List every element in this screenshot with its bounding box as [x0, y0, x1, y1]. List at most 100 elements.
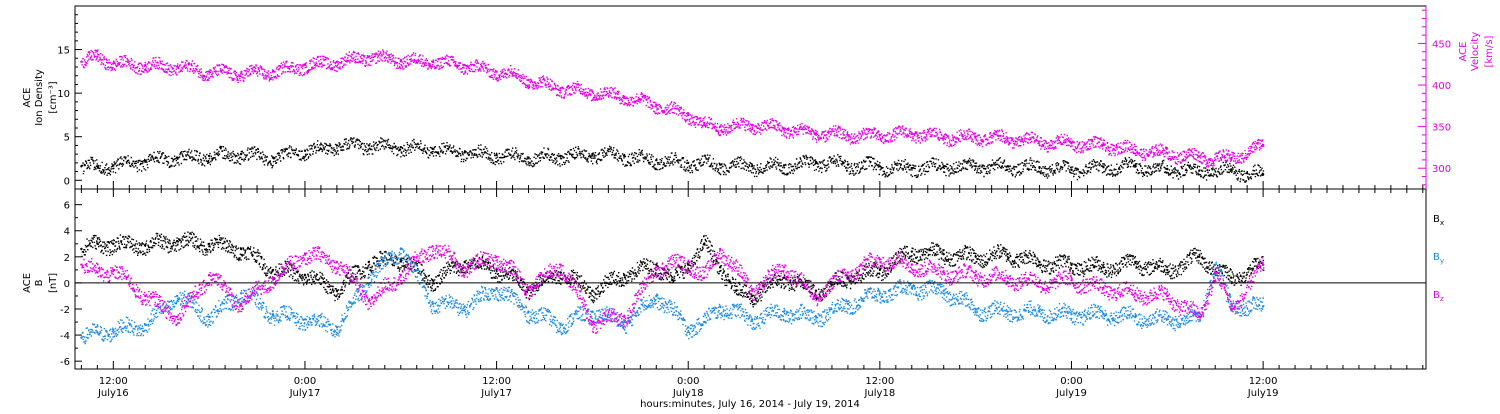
by-point — [1214, 263, 1217, 266]
by-point — [431, 302, 434, 305]
ion-density-point — [878, 165, 882, 168]
bz-point — [1261, 263, 1265, 266]
bz-point — [910, 263, 913, 266]
velocity-point — [591, 90, 594, 93]
density-label-line3: [cm⁻³] — [48, 81, 59, 113]
bz-point — [703, 276, 706, 279]
bx-point — [1230, 276, 1233, 279]
bx-point — [719, 266, 722, 269]
velocity-point — [655, 103, 658, 107]
ion-density-point — [750, 165, 754, 168]
by-point — [750, 318, 754, 321]
bx-point — [1038, 260, 1041, 264]
bx-point — [1006, 253, 1009, 256]
bx-point — [1102, 266, 1105, 269]
velocity-point — [431, 60, 434, 63]
bz-point — [176, 315, 179, 318]
axis-ticks-layer — [75, 6, 1427, 369]
x-tick-time-label: 0:00 — [294, 376, 316, 387]
velocity-point — [399, 58, 402, 62]
b-label-line2-text: B — [34, 279, 45, 286]
bz-point — [207, 273, 211, 277]
data-points-layer — [80, 49, 1265, 345]
by-point — [1070, 313, 1073, 316]
velocity-tick-label: 350 — [1432, 123, 1451, 134]
ion-density-point — [1261, 173, 1265, 176]
ion-density-point — [910, 166, 913, 170]
ion-density-point — [80, 165, 83, 168]
ion-density-point — [431, 147, 434, 151]
legend-bz-letter: B — [1433, 290, 1440, 301]
bz-point — [335, 260, 339, 264]
bz-points — [80, 245, 1265, 324]
bz-point — [591, 320, 594, 324]
density-tick-label: 15 — [57, 46, 70, 57]
ion-density-point — [527, 156, 530, 159]
by-point — [974, 307, 977, 311]
density-tick-label: 10 — [57, 89, 70, 100]
by-point — [303, 318, 307, 321]
by-point — [239, 292, 243, 295]
velocity-label-line1: ACE — [1458, 42, 1469, 62]
bx-point — [703, 242, 706, 245]
velocity-point — [814, 132, 818, 135]
x-tick-time-label: 12:00 — [99, 376, 128, 387]
by-point — [782, 310, 786, 313]
ion-density-point — [335, 144, 339, 147]
ion-density-point — [495, 153, 498, 157]
ion-density-point — [1102, 166, 1105, 169]
bz-point — [96, 271, 99, 274]
bz-point — [80, 263, 83, 266]
velocity-point — [846, 133, 850, 137]
by-point — [703, 320, 706, 324]
bz-point — [1134, 292, 1137, 295]
bz-dots — [81, 244, 1265, 334]
bx-point — [239, 247, 243, 251]
bx-point — [559, 271, 562, 274]
bz-point — [1006, 276, 1009, 279]
ion-density-point — [1038, 166, 1041, 169]
bx-point — [144, 243, 147, 247]
velocity-point — [303, 63, 307, 67]
velocity-point — [271, 70, 275, 73]
ion-density-point — [559, 154, 562, 158]
by-point — [335, 326, 339, 329]
ion-density-points — [80, 144, 1265, 176]
ion-density-point — [176, 156, 179, 159]
velocity-dots — [81, 49, 1265, 168]
bz-point — [559, 263, 562, 266]
velocity-point — [942, 135, 945, 138]
velocity-label-line2: Velocity — [1470, 32, 1481, 71]
ion-density-point — [239, 152, 243, 156]
ion-density-dots — [81, 137, 1265, 183]
ion-density-point — [207, 154, 211, 158]
by-point — [1230, 305, 1233, 308]
x-tick-date-label: July17 — [289, 388, 321, 399]
bx-point — [399, 258, 402, 261]
bz-point — [974, 273, 977, 277]
ion-density-point — [1134, 164, 1137, 167]
bz-point — [719, 247, 722, 251]
b-label-line1-text: ACE — [22, 273, 33, 293]
velocity-point — [974, 135, 977, 138]
bx-point — [623, 273, 626, 277]
bx-point — [782, 276, 786, 279]
velocity-point — [1006, 137, 1009, 140]
b-tick-label: 4 — [64, 227, 70, 238]
b-tick-label: -4 — [60, 331, 70, 342]
ion-density-point — [655, 159, 658, 162]
velocity-point — [1134, 148, 1137, 152]
velocity-label-line2-text: Velocity — [1470, 32, 1481, 71]
legend-bx-subscript: x — [1440, 219, 1444, 227]
bx-point — [1070, 263, 1073, 266]
x-axis-title: hours:minutes, July 16, 2014 - July 19, … — [640, 399, 860, 410]
ion-density-point — [271, 156, 275, 159]
b-label-line3: [nT] — [48, 273, 59, 293]
ion-density-point — [463, 151, 466, 154]
ion-density-point — [1070, 168, 1073, 171]
bz-point — [878, 258, 882, 261]
ion-density-point — [846, 163, 850, 166]
